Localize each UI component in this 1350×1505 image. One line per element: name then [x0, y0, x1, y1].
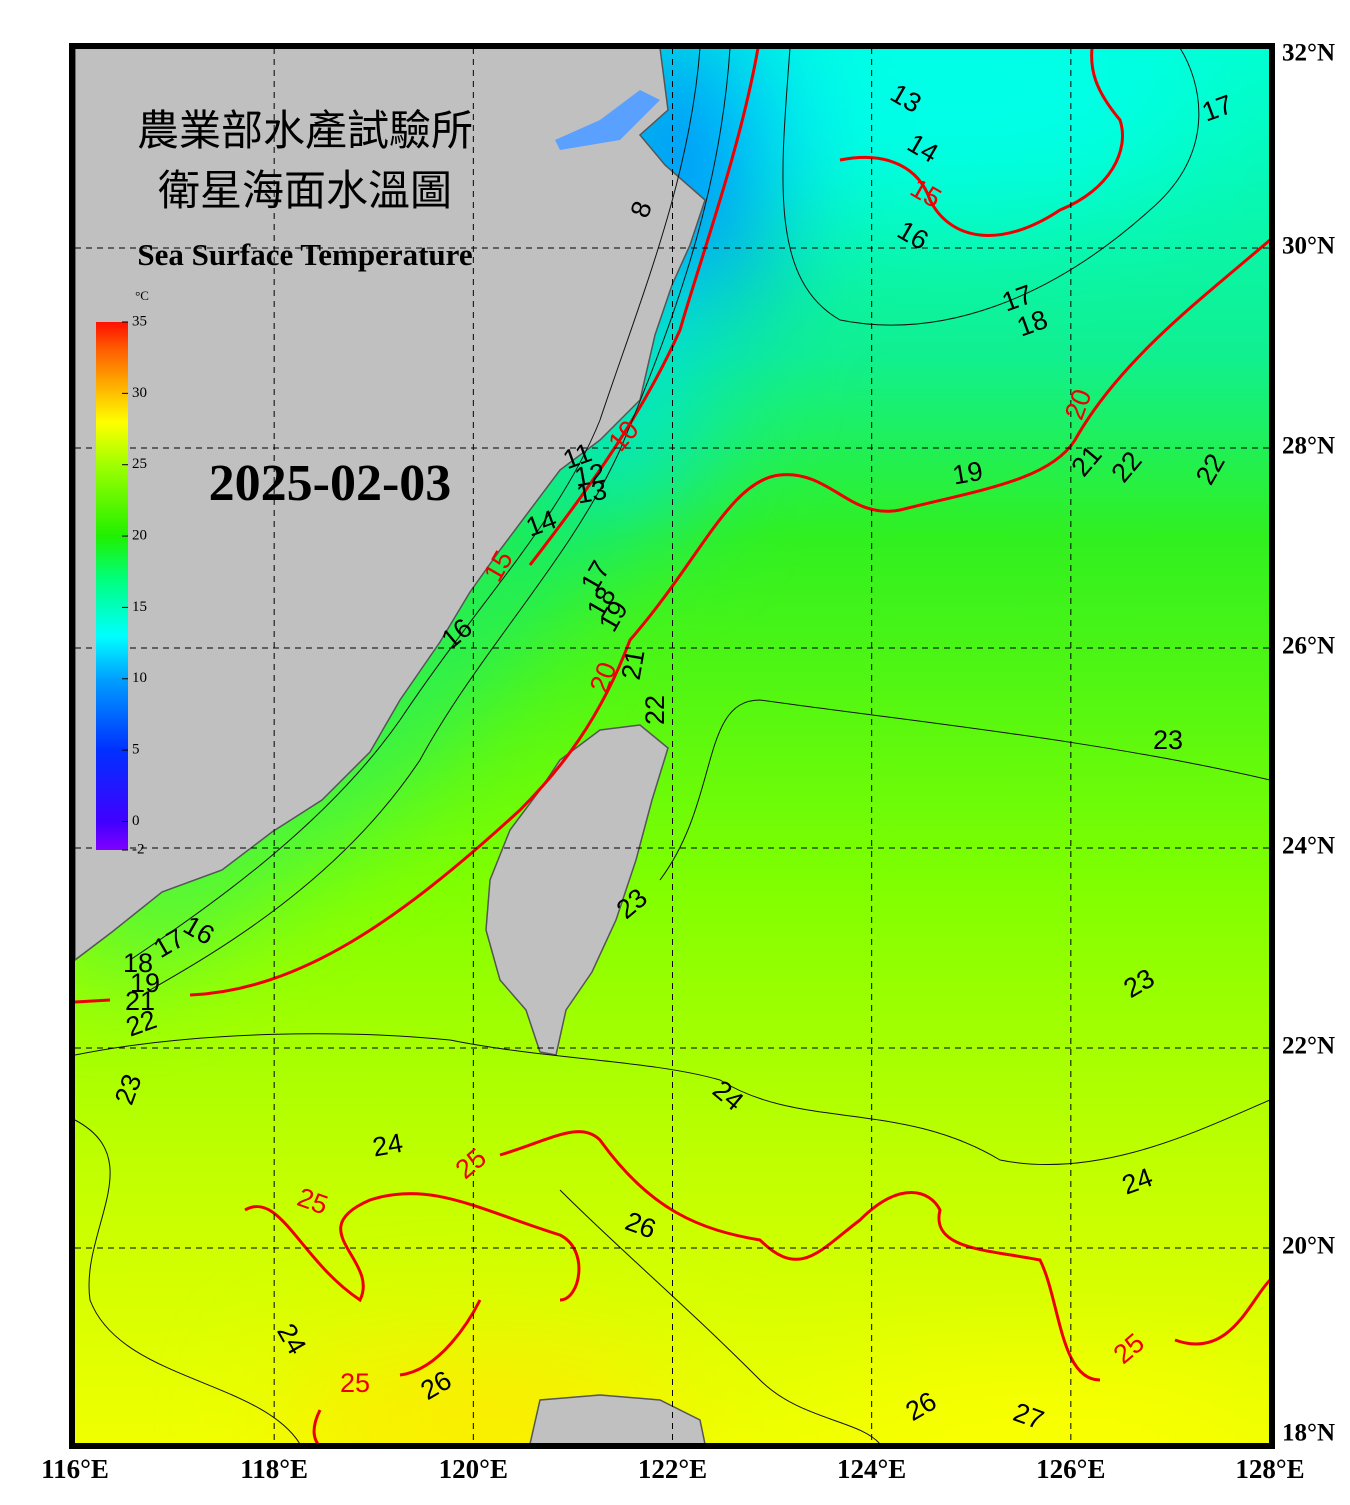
lon-label: 120°E — [439, 1454, 508, 1484]
colorbar-tick-label: 5 — [132, 742, 140, 758]
colorbar-tick-label: 35 — [132, 313, 147, 329]
colorbar-tick-label: 20 — [132, 527, 147, 543]
colorbar-tick-label: 0 — [132, 813, 140, 829]
lon-label: 122°E — [638, 1454, 707, 1484]
lat-label: 30°N — [1282, 233, 1335, 260]
title-zh: 衛星海面水溫圖 — [158, 169, 452, 215]
lat-label: 28°N — [1282, 433, 1335, 460]
colorbar-unit: °C — [135, 288, 149, 303]
lon-label: 128°E — [1235, 1454, 1304, 1484]
contour-label: 19 — [950, 456, 985, 491]
title-zh: 農業部水產試驗所 — [137, 108, 473, 155]
contour-label: 22 — [640, 695, 670, 725]
contour-label: 25 — [340, 1368, 370, 1398]
map-frame — [69, 43, 1275, 1449]
colorbar — [96, 322, 128, 850]
colorbar-tick-label: 30 — [132, 385, 147, 401]
contour-label: 12 — [572, 458, 607, 493]
contour-label: 24 — [370, 1128, 405, 1163]
lon-label: 116°E — [41, 1454, 109, 1484]
lon-label: 124°E — [837, 1454, 906, 1484]
contour-label: 18 — [123, 948, 153, 978]
contour-label: 23 — [1153, 725, 1183, 755]
lat-label: 18°N — [1282, 1420, 1335, 1447]
graticule — [75, 48, 1270, 1448]
colorbar-tick-label: 10 — [132, 670, 147, 686]
colorbar-tick-label: -2 — [132, 841, 145, 857]
date: 2025-02-03 — [209, 455, 452, 512]
lat-label: 26°N — [1282, 633, 1335, 660]
lat-label: 22°N — [1282, 1033, 1335, 1060]
lat-label: 32°N — [1282, 40, 1335, 67]
contour-label: 21 — [125, 986, 155, 1016]
lon-label: 118°E — [240, 1454, 308, 1484]
lon-label: 126°E — [1036, 1454, 1105, 1484]
colorbar-tick-label: 25 — [132, 456, 147, 472]
lat-label: 24°N — [1282, 833, 1335, 860]
contour-label: 19 — [130, 968, 160, 998]
contour-label: 21 — [616, 647, 651, 682]
contour-label: 13 — [574, 475, 609, 510]
colorbar-tick-label: 15 — [132, 599, 147, 615]
lat-label: 20°N — [1282, 1233, 1335, 1260]
title-en: Sea Surface Temperature — [137, 237, 472, 272]
